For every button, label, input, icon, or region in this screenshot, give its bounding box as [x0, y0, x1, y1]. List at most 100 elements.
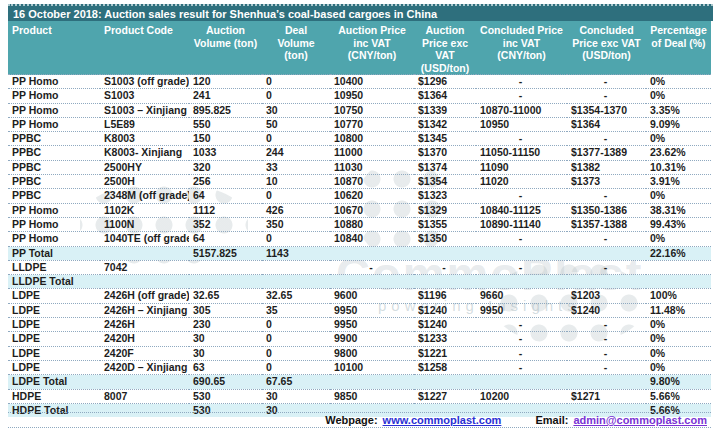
cell: 100% [646, 289, 711, 303]
cell: 9950 [476, 303, 567, 317]
cell: 320 [189, 160, 262, 174]
cell: - [476, 89, 567, 103]
table-row: LLDPE7042---- [8, 260, 711, 274]
cell: $1377-1389 [567, 146, 646, 160]
cell: - [567, 346, 646, 360]
table-row: LDPE2426H23009950$1240--0% [8, 318, 711, 332]
cell: 2426H – Xinjiang [100, 303, 189, 317]
cell: - [476, 75, 567, 89]
cell: S1003 – Xinjiang [100, 103, 189, 117]
column-header: Concluded Price exc VAT (USD/ton) [567, 21, 646, 75]
column-header: Product Code [100, 21, 189, 75]
table-row: LDPE2426H (off grade)32.6532.659600$1196… [8, 289, 711, 303]
cell: 5157.825 [189, 246, 262, 260]
cell: $1354-1370 [567, 103, 646, 117]
cell: 9850 [330, 389, 414, 403]
cell: $1240 [414, 318, 476, 332]
cell: 10840-11125 [476, 203, 567, 217]
table-row: PPBC2500H2561010870$135411020$13733.91% [8, 175, 711, 189]
cell: PPBC [8, 175, 100, 189]
header-row: ProductProduct CodeAuction Volume (ton)D… [8, 21, 711, 75]
cell: S1003 (off grade) [100, 75, 189, 89]
cell: 10950 [330, 89, 414, 103]
cell: $1221 [414, 346, 476, 360]
cell: - [330, 260, 414, 274]
cell: 0% [646, 332, 711, 346]
cell: 352 [189, 217, 262, 231]
cell: 690.65 [189, 375, 262, 389]
cell: $1258 [414, 360, 476, 374]
cell: 9.80% [646, 375, 711, 389]
cell: 10200 [476, 389, 567, 403]
cell: 10840 [330, 232, 414, 246]
webpage-link[interactable]: www.commoplast.com [383, 414, 502, 426]
cell: L5E89 [100, 117, 189, 131]
cell: 9660 [476, 289, 567, 303]
cell: 33 [262, 160, 330, 174]
cell: 10400 [330, 75, 414, 89]
cell: 7042 [100, 260, 189, 274]
cell: 0 [262, 189, 330, 203]
cell: 0% [646, 132, 711, 146]
cell: 10 [262, 175, 330, 189]
cell [100, 275, 189, 289]
cell: HDPE [8, 389, 100, 403]
cell: - [567, 132, 646, 146]
cell [330, 275, 414, 289]
cell: 1102K [100, 203, 189, 217]
cell: 10880 [330, 217, 414, 231]
cell: 2500H [100, 175, 189, 189]
table-row: LDPE2426H – Xinjiang305359950$12409950$1… [8, 303, 711, 317]
cell: LDPE [8, 289, 100, 303]
table-row: PPBC2348M (off grade)64010620$1323--0% [8, 189, 711, 203]
cell [567, 375, 646, 389]
webpage-label: Webpage: [325, 414, 377, 426]
cell: 22.16% [646, 246, 711, 260]
cell: 11090 [476, 160, 567, 174]
cell: 350 [262, 217, 330, 231]
cell [414, 275, 476, 289]
cell: LDPE Total [8, 375, 100, 389]
cell: PPBC [8, 132, 100, 146]
table-row: PPBC2500HY3203311030$137411090$138210.31… [8, 160, 711, 174]
cell: 150 [189, 132, 262, 146]
cell: 241 [189, 89, 262, 103]
cell: 9.09% [646, 117, 711, 131]
cell: 1033 [189, 146, 262, 160]
column-header: Deal Volume (ton) [262, 21, 330, 75]
cell: PPBC [8, 160, 100, 174]
cell: LDPE [8, 318, 100, 332]
cell: K8003- Xinjiang [100, 146, 189, 160]
cell: 530 [189, 389, 262, 403]
cell: 11030 [330, 160, 414, 174]
cell: 30 [189, 346, 262, 360]
column-header: Concluded Price inc VAT (CNY/ton) [476, 21, 567, 75]
cell [567, 246, 646, 260]
cell [100, 375, 189, 389]
cell: - [476, 318, 567, 332]
column-header: Auction Volume (ton) [189, 21, 262, 75]
cell [646, 260, 711, 274]
cell: 2420H [100, 332, 189, 346]
cell: 10620 [330, 189, 414, 203]
total-row: LLDPE Total [8, 275, 711, 289]
cell: 10.31% [646, 160, 711, 174]
cell [189, 260, 262, 274]
cell [330, 375, 414, 389]
cell: $1203 [567, 289, 646, 303]
cell: 0 [262, 132, 330, 146]
cell: 30 [262, 389, 330, 403]
cell: $1354 [414, 175, 476, 189]
cell: 0 [262, 346, 330, 360]
cell: $1342 [414, 117, 476, 131]
cell: 64 [189, 189, 262, 203]
cell: 10770 [330, 117, 414, 131]
cell: 1100N [100, 217, 189, 231]
email-link[interactable]: admin@commoplast.com [573, 414, 707, 426]
cell: 0% [646, 360, 711, 374]
cell: 0% [646, 346, 711, 360]
column-header: Percentage of Deal (%) [646, 21, 711, 75]
cell: 64 [189, 232, 262, 246]
table-row: PP Homo1040TE (off grade)64010840$1350--… [8, 232, 711, 246]
table-row: PP HomoL5E895505010770$134210950$13649.0… [8, 117, 711, 131]
